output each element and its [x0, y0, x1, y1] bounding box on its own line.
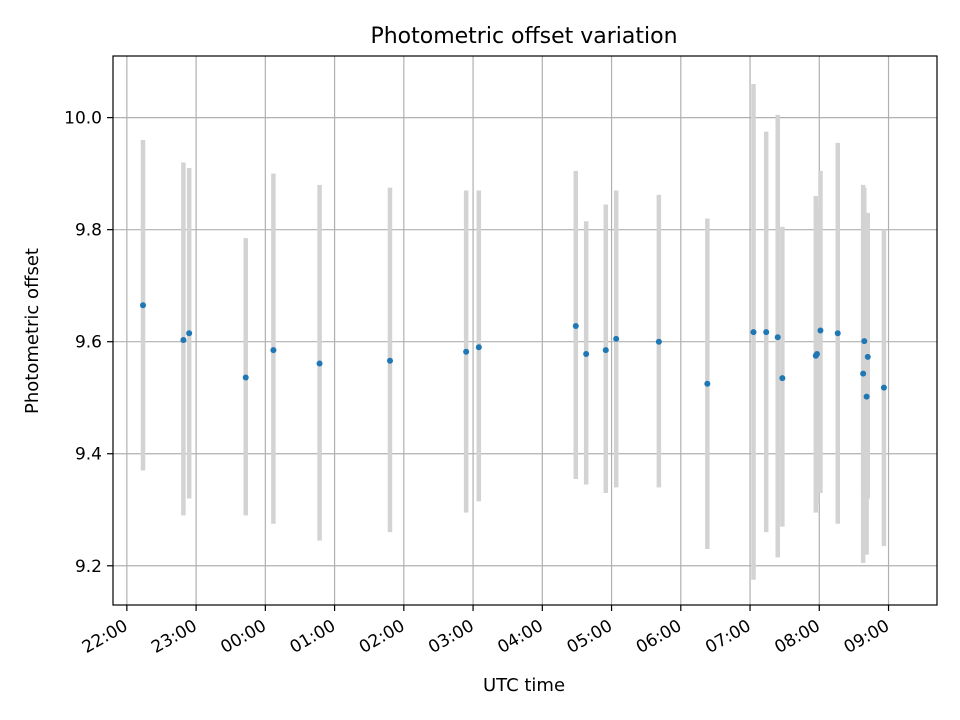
x-tick-label: 00:00 — [217, 616, 269, 658]
data-point — [817, 327, 824, 334]
grid-lines — [113, 56, 937, 605]
x-tick-label: 22:00 — [79, 616, 131, 658]
data-point — [583, 351, 590, 358]
y-axis-label: Photometric offset — [22, 248, 43, 414]
x-tick-label: 04:00 — [494, 616, 546, 658]
x-tick-label: 05:00 — [564, 616, 616, 658]
data-point — [140, 302, 147, 309]
data-point — [750, 329, 757, 336]
data-point — [316, 360, 323, 367]
data-point — [834, 330, 841, 337]
x-tick-label: 09:00 — [841, 616, 893, 658]
x-tick-label: 02:00 — [356, 616, 408, 658]
x-tick-label: 03:00 — [425, 616, 477, 658]
y-axis-ticks: 9.2 9.4 9.6 9.8 10.0 — [64, 109, 113, 577]
x-axis-ticks: 22:00 23:00 00:00 01:00 02:00 03:00 04:00 05:00… — [79, 605, 893, 658]
chart-title: Photometric offset variation — [370, 24, 677, 49]
data-point — [463, 348, 470, 355]
y-tick-label: 9.4 — [75, 445, 102, 465]
data-point — [863, 393, 870, 400]
data-point — [602, 347, 609, 354]
y-tick-label: 9.6 — [75, 333, 102, 353]
data-point — [242, 374, 249, 381]
y-tick-label: 9.8 — [75, 221, 102, 241]
data-point — [704, 380, 711, 387]
data-points — [140, 302, 887, 400]
data-point — [864, 353, 871, 360]
data-point — [572, 323, 579, 330]
data-point — [861, 338, 868, 345]
x-axis-label: UTC time — [483, 675, 565, 696]
data-point — [880, 384, 887, 391]
x-tick-label: 06:00 — [633, 616, 685, 658]
x-tick-label: 08:00 — [771, 616, 823, 658]
data-point — [186, 330, 193, 337]
data-point — [475, 344, 482, 351]
plot-frame — [112, 55, 938, 606]
x-tick-label: 23:00 — [148, 616, 200, 658]
x-tick-label: 07:00 — [702, 616, 754, 658]
data-point — [813, 351, 820, 358]
data-point — [180, 337, 187, 344]
data-point — [779, 375, 786, 382]
data-point — [774, 334, 781, 341]
data-point — [270, 347, 277, 354]
y-tick-label: 9.2 — [75, 557, 102, 577]
x-tick-label: 01:00 — [287, 616, 339, 658]
data-point — [613, 335, 620, 342]
data-point — [860, 370, 867, 377]
y-tick-label: 10.0 — [64, 109, 102, 129]
data-point — [763, 329, 770, 336]
data-point — [655, 338, 662, 345]
plot-area — [113, 56, 937, 605]
data-point — [386, 357, 393, 364]
